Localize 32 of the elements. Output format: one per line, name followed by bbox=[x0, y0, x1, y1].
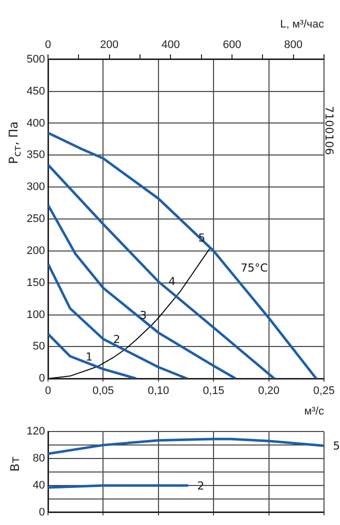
series-label: 5 bbox=[333, 440, 340, 453]
x2-tick-label: 200 bbox=[100, 38, 119, 51]
annotation: 1 bbox=[86, 350, 93, 364]
y-tick-label: 500 bbox=[26, 53, 45, 66]
y-tick-label: 50 bbox=[32, 340, 45, 353]
y-tick-label: 150 bbox=[26, 276, 45, 289]
y-tick-label: 0 bbox=[38, 372, 45, 385]
annotation: 75°C bbox=[240, 262, 268, 275]
y-tick-label: 120 bbox=[26, 426, 45, 438]
y-tick-label: 450 bbox=[26, 85, 45, 98]
x-tick-label: 0,15 bbox=[202, 385, 224, 398]
y-tick-label: 200 bbox=[26, 244, 45, 257]
x-tick-label: 0,25 bbox=[313, 385, 335, 398]
y-tick-label: 400 bbox=[26, 117, 45, 130]
x-tick-label: 0,20 bbox=[258, 385, 280, 398]
x-axis-title: м³/с bbox=[304, 405, 324, 418]
x2-tick-label: 800 bbox=[284, 38, 303, 51]
y-tick-label: 80 bbox=[32, 452, 45, 465]
y-tick-label: 300 bbox=[26, 181, 45, 194]
y-tick-label: 100 bbox=[26, 308, 45, 321]
y-tick-label: 0 bbox=[38, 506, 45, 518]
y-tick-label: 40 bbox=[32, 480, 45, 492]
x2-tick-label: 600 bbox=[222, 38, 242, 51]
x2-axis-title: L, м³/час bbox=[280, 18, 324, 31]
annotation: 7100106 bbox=[322, 105, 336, 157]
y-tick-label: 250 bbox=[26, 213, 45, 226]
x-tick-label: 0,05 bbox=[92, 385, 114, 398]
y-tick-label: 350 bbox=[26, 149, 45, 162]
x-tick-label: 0,10 bbox=[148, 385, 170, 398]
x2-tick-label: 400 bbox=[161, 38, 180, 51]
y-axis-title: Вт bbox=[8, 455, 22, 474]
annotation: 2 bbox=[113, 333, 120, 346]
